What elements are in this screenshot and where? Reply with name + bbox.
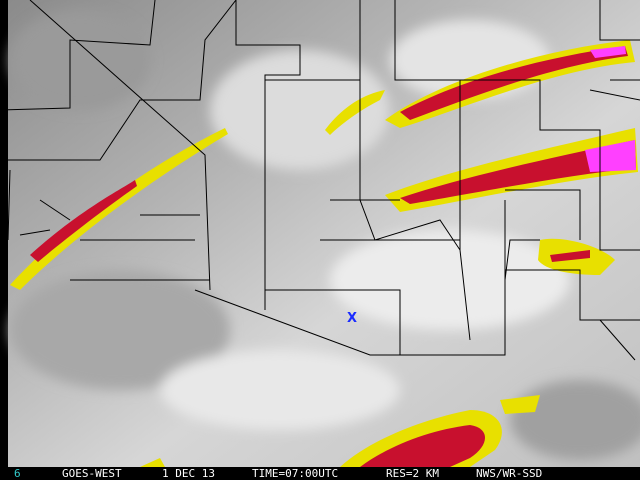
cold-cloud-bands bbox=[10, 40, 638, 467]
political-borders bbox=[0, 0, 640, 360]
image-date: 1 DEC 13 bbox=[162, 467, 215, 480]
left-edge bbox=[0, 0, 8, 467]
frame-number: 6 bbox=[14, 467, 21, 480]
image-source: NWS/WR-SSD bbox=[476, 467, 543, 480]
image-resolution: RES=2 KM bbox=[386, 467, 439, 480]
image-time: TIME=07:00UTC bbox=[252, 467, 339, 480]
info-bar: 6 GOES-WEST 1 DEC 13 TIME=07:00UTC RES=2… bbox=[0, 467, 640, 480]
infrared-satellite-map bbox=[0, 0, 640, 467]
satellite-name: GOES-WEST bbox=[62, 467, 122, 480]
location-marker: X bbox=[347, 311, 358, 326]
